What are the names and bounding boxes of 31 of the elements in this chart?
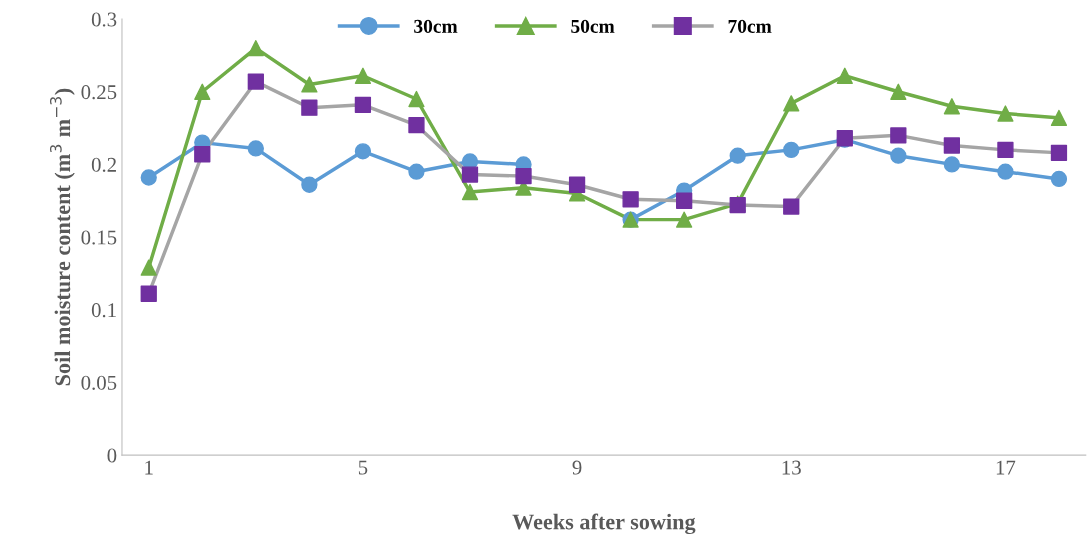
x-tick-label: 13 (782, 460, 801, 475)
x-axis-title: Weeks after sowing (512, 513, 696, 535)
point (461, 183, 479, 201)
point (354, 67, 372, 84)
x-tick-label: 1 (145, 460, 153, 475)
y-tick-label: 0.2 (91, 157, 116, 172)
point (301, 76, 318, 93)
legend-label: 30cm (414, 19, 458, 33)
y-tick-label: 0.25 (81, 85, 117, 100)
x-tick-label: 9 (572, 460, 582, 475)
point (408, 90, 425, 108)
y-tick-label: 0.3 (91, 12, 117, 27)
point (943, 98, 961, 115)
point (1050, 109, 1068, 127)
point (890, 83, 907, 100)
point (140, 259, 157, 276)
point (836, 67, 853, 84)
legend-label: 70cm (728, 19, 772, 33)
point (194, 83, 211, 100)
point (676, 211, 693, 228)
y-tick-label: 0.1 (91, 303, 116, 318)
point (247, 39, 264, 57)
x-tick-label: 17 (996, 460, 1016, 475)
point (997, 105, 1014, 122)
y-tick-label: 0 (107, 448, 117, 463)
point (783, 95, 800, 112)
y-axis-title: Soil moisture content (m$^{3}$ m$^{−3}$) (49, 88, 75, 386)
y-tick-label: 0.15 (81, 230, 117, 245)
legend-label: 50cm (571, 19, 615, 33)
x-tick-label: 5 (358, 460, 368, 475)
y-tick-label: 0.05 (81, 375, 117, 390)
